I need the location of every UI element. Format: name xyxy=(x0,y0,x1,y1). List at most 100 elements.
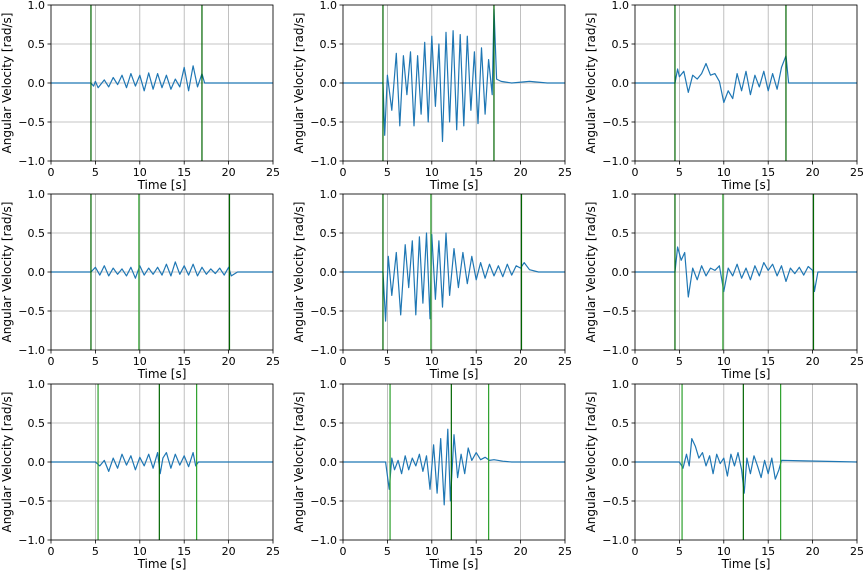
x-tick-label: 0 xyxy=(632,355,639,368)
subplot-0-1: 0 5 10 15 20 25 −1.0 −0.5 0.0 0.5 1.0 Time [s] Angul… xyxy=(292,0,572,192)
x-tick-label: 5 xyxy=(92,545,99,558)
x-tick-label: 5 xyxy=(676,355,683,368)
x-tick-label: 5 xyxy=(384,545,391,558)
x-tick-label: 15 xyxy=(761,545,775,558)
angular-velocity-line xyxy=(51,65,273,92)
x-axis-label: Time [s] xyxy=(137,557,187,570)
x-axis-label: Time [s] xyxy=(429,178,479,192)
y-tick-label: −0.5 xyxy=(18,116,45,129)
y-tick-label: −0.5 xyxy=(602,305,629,318)
y-tick-label: 1.0 xyxy=(320,0,338,12)
y-tick-label: 1.0 xyxy=(612,188,630,201)
x-tick-label: 5 xyxy=(92,166,99,179)
y-tick-label: 0.0 xyxy=(612,456,630,469)
x-axis-label: Time [s] xyxy=(429,367,479,381)
y-tick-label: 0.0 xyxy=(28,456,46,469)
angular-velocity-line xyxy=(51,452,273,475)
x-axis-label: Time [s] xyxy=(429,557,479,570)
x-tick-label: 0 xyxy=(340,545,347,558)
x-axis-label: Time [s] xyxy=(137,367,187,381)
y-tick-label: 0.5 xyxy=(28,417,46,430)
x-tick-label: 20 xyxy=(222,166,236,179)
x-axis-label: Time [s] xyxy=(137,178,187,192)
angular-velocity-line xyxy=(343,428,565,506)
y-tick-label: 0.0 xyxy=(320,266,338,279)
y-tick-label: 1.0 xyxy=(612,378,630,391)
y-tick-label: 0.5 xyxy=(320,417,338,430)
x-tick-label: 25 xyxy=(558,355,572,368)
y-tick-label: 0.5 xyxy=(28,38,46,51)
x-tick-label: 15 xyxy=(469,545,483,558)
y-tick-label: −1.0 xyxy=(310,534,337,547)
angular-velocity-line xyxy=(51,261,273,279)
x-tick-label: 25 xyxy=(850,166,864,179)
x-tick-label: 10 xyxy=(133,355,147,368)
y-axis-label: Angular Velocity [rad/s] xyxy=(0,202,14,343)
x-tick-label: 15 xyxy=(469,166,483,179)
x-tick-label: 20 xyxy=(514,355,528,368)
y-axis-label: Angular Velocity [rad/s] xyxy=(0,13,14,154)
angular-velocity-line xyxy=(343,232,565,322)
y-axis-label: Angular Velocity [rad/s] xyxy=(292,392,306,533)
subplot-1-0: 0 5 10 15 20 25 −1.0 −0.5 0.0 0.5 1.0 Time [s] Angul… xyxy=(0,188,280,381)
y-tick-label: 1.0 xyxy=(28,0,46,12)
x-tick-label: 20 xyxy=(222,545,236,558)
x-tick-label: 0 xyxy=(48,545,55,558)
x-axis-label: Time [s] xyxy=(721,367,771,381)
y-tick-label: −1.0 xyxy=(602,344,629,357)
subplot-0-0: 0 5 10 15 20 25 −1.0 −0.5 0.0 0.5 1.0 Time [s] Angul… xyxy=(0,0,280,192)
x-tick-label: 10 xyxy=(425,166,439,179)
y-tick-label: −1.0 xyxy=(18,534,45,547)
x-tick-label: 15 xyxy=(469,355,483,368)
x-tick-label: 10 xyxy=(425,545,439,558)
y-tick-label: 0.5 xyxy=(320,227,338,240)
angular-velocity-line xyxy=(635,246,857,298)
y-tick-label: 0.5 xyxy=(612,38,630,51)
x-tick-label: 15 xyxy=(761,166,775,179)
x-tick-label: 20 xyxy=(806,355,820,368)
y-tick-label: −1.0 xyxy=(310,344,337,357)
y-tick-label: −1.0 xyxy=(310,155,337,168)
y-tick-label: −1.0 xyxy=(18,155,45,168)
y-tick-label: 0.0 xyxy=(320,456,338,469)
x-tick-label: 0 xyxy=(632,545,639,558)
x-tick-label: 20 xyxy=(222,355,236,368)
subplot-2-1: 0 5 10 15 20 25 −1.0 −0.5 0.0 0.5 1.0 Time [s] Angul… xyxy=(292,378,572,570)
x-tick-label: 0 xyxy=(340,355,347,368)
y-tick-label: −1.0 xyxy=(602,534,629,547)
y-tick-label: −0.5 xyxy=(310,495,337,508)
x-tick-label: 5 xyxy=(676,545,683,558)
x-tick-label: 25 xyxy=(558,545,572,558)
y-tick-label: −1.0 xyxy=(18,344,45,357)
x-tick-label: 25 xyxy=(850,545,864,558)
y-axis-label: Angular Velocity [rad/s] xyxy=(584,13,598,154)
y-tick-label: 0.5 xyxy=(612,417,630,430)
x-tick-label: 15 xyxy=(177,355,191,368)
y-tick-label: 1.0 xyxy=(612,0,630,12)
subplot-2-2: 0 5 10 15 20 25 −1.0 −0.5 0.0 0.5 1.0 Time [s] Angul… xyxy=(584,378,864,570)
y-tick-label: 0.5 xyxy=(28,227,46,240)
x-tick-label: 25 xyxy=(266,166,280,179)
y-tick-label: 0.0 xyxy=(612,77,630,90)
x-tick-label: 15 xyxy=(177,545,191,558)
x-tick-label: 20 xyxy=(806,545,820,558)
x-tick-label: 20 xyxy=(514,545,528,558)
y-tick-label: 0.5 xyxy=(320,38,338,51)
y-axis-label: Angular Velocity [rad/s] xyxy=(584,392,598,533)
y-tick-label: 1.0 xyxy=(28,378,46,391)
x-tick-label: 20 xyxy=(806,166,820,179)
y-tick-label: 0.0 xyxy=(320,77,338,90)
subplot-2-0: 0 5 10 15 20 25 −1.0 −0.5 0.0 0.5 1.0 Time [s] Angul… xyxy=(0,378,280,570)
x-tick-label: 0 xyxy=(48,166,55,179)
y-tick-label: −1.0 xyxy=(602,155,629,168)
y-axis-label: Angular Velocity [rad/s] xyxy=(292,13,306,154)
y-tick-label: −0.5 xyxy=(602,495,629,508)
y-tick-label: −0.5 xyxy=(602,116,629,129)
x-axis-label: Time [s] xyxy=(721,557,771,570)
angular-velocity-line xyxy=(635,55,857,104)
y-tick-label: −0.5 xyxy=(310,116,337,129)
y-tick-label: 1.0 xyxy=(320,378,338,391)
x-tick-label: 5 xyxy=(92,355,99,368)
y-axis-label: Angular Velocity [rad/s] xyxy=(0,392,14,533)
